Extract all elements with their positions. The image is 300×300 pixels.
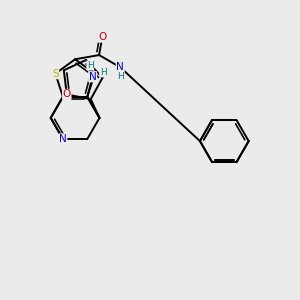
Text: O: O <box>63 89 71 100</box>
Text: S: S <box>52 69 59 79</box>
Text: N: N <box>59 134 67 144</box>
Text: H: H <box>87 61 94 70</box>
Text: H: H <box>117 72 124 81</box>
Text: N: N <box>89 72 97 82</box>
Text: H: H <box>100 68 106 77</box>
Text: N: N <box>116 62 124 72</box>
Text: O: O <box>98 32 106 42</box>
